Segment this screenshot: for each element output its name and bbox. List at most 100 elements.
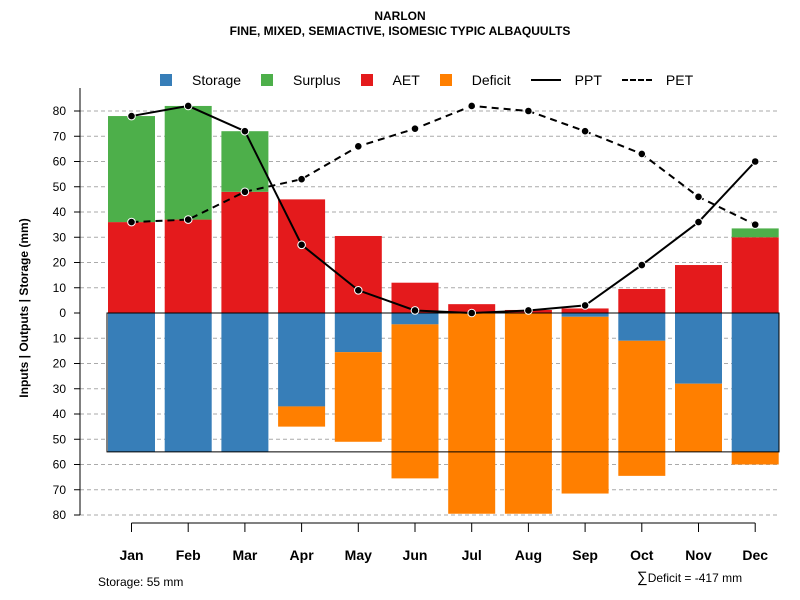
storage-bar — [561, 313, 609, 317]
pet-point — [240, 187, 250, 197]
ppt-point — [750, 157, 760, 166]
ppt-point — [354, 285, 363, 295]
pet-line — [131, 104, 756, 226]
ppt-point — [127, 111, 136, 121]
deficit-text: Deficit = -417 mm — [647, 571, 743, 585]
x-tick-label: Dec — [742, 547, 768, 563]
y-tick-label: 10 — [53, 281, 67, 295]
storage-note: Storage: 55 mm — [98, 575, 184, 589]
legend-swatch — [439, 74, 452, 86]
aet-bar — [334, 235, 382, 313]
aet-bar — [221, 191, 269, 313]
deficit-bar — [334, 352, 382, 442]
surplus-bar — [731, 228, 779, 238]
x-tick-label: Oct — [630, 547, 654, 563]
pet-point — [467, 101, 477, 111]
storage-bar — [278, 313, 326, 407]
pet-point — [297, 174, 306, 184]
x-tick-label: May — [345, 547, 372, 563]
storage-bar — [391, 313, 439, 325]
y-tick-label: 20 — [53, 357, 67, 371]
x-tick-label: Aug — [515, 547, 542, 563]
legend-swatch — [621, 79, 652, 81]
aet-bar — [108, 222, 155, 313]
legend-label: Surplus — [293, 72, 341, 88]
legend-item-deficit: Deficit — [439, 72, 511, 88]
pet-point — [410, 124, 420, 133]
storage-bar — [164, 313, 212, 452]
x-tick-label: Jun — [403, 547, 428, 563]
aet-bar — [675, 265, 722, 313]
ppt-point — [580, 301, 590, 310]
deficit-bar — [561, 316, 609, 494]
ppt-point — [637, 260, 647, 270]
legend-label: Deficit — [471, 72, 511, 88]
x-tick-label: Jan — [119, 547, 143, 563]
legend-label: AET — [392, 72, 420, 88]
aet-bar — [731, 237, 779, 313]
ppt-point — [240, 126, 250, 136]
legend-swatch — [530, 79, 561, 81]
legend-swatch — [160, 74, 172, 86]
sum-symbol: ∑ — [637, 569, 648, 586]
y-tick-label: 20 — [53, 256, 67, 270]
pet-point — [524, 106, 533, 116]
deficit-bar — [618, 340, 666, 476]
x-tick-label: Feb — [176, 547, 201, 563]
aet-bar — [164, 219, 212, 313]
pet-point — [694, 192, 703, 202]
pet-point — [354, 142, 363, 151]
legend-item-ppt: PPT — [530, 72, 602, 88]
deficit-note: ∑Deficit = -417 mm — [637, 569, 742, 586]
y-tick-label: 60 — [53, 458, 67, 472]
y-axis-label: Inputs | Outputs | Storage (mm) — [17, 218, 31, 397]
deficit-bar — [448, 313, 496, 514]
pet-point — [750, 220, 760, 229]
x-tick-label: Nov — [685, 547, 712, 563]
legend: Storage Surplus AET Deficit PPT PET — [160, 70, 713, 90]
deficit-bar — [675, 383, 722, 452]
pet-point — [637, 149, 647, 159]
storage-bar — [334, 313, 382, 353]
y-tick-label: 60 — [53, 155, 67, 169]
ppt-point — [524, 306, 533, 315]
deficit-bar — [391, 324, 439, 479]
chart-title: NARLON FINE, MIXED, SEMIACTIVE, ISOMESIC… — [0, 9, 800, 39]
y-tick-label: 40 — [53, 205, 67, 219]
ppt-point — [694, 217, 703, 227]
x-tick-label: Sep — [572, 547, 598, 563]
y-tick-label: 0 — [59, 306, 66, 320]
y-tick-label: 30 — [53, 382, 67, 396]
storage-box-layer — [106, 312, 780, 453]
surplus-bar — [221, 131, 269, 192]
storage-bar — [675, 313, 722, 384]
y-tick-label: 40 — [53, 407, 67, 421]
legend-swatch — [261, 74, 274, 86]
y-tick-label: 80 — [53, 508, 67, 522]
surplus-bar — [108, 116, 155, 223]
y-tick-label: 70 — [53, 129, 67, 143]
chart-title-line2: FINE, MIXED, SEMIACTIVE, ISOMESIC TYPIC … — [229, 24, 571, 38]
ppt-point — [297, 240, 306, 250]
legend-swatch — [360, 74, 373, 86]
storage-bar — [618, 313, 666, 341]
deficit-bar — [504, 313, 552, 514]
legend-label: PET — [665, 72, 694, 88]
bars-layer — [108, 105, 779, 514]
chart-title-line1: NARLON — [374, 9, 426, 23]
y-tick-label: 30 — [53, 230, 67, 244]
x-tick-label: Jul — [462, 547, 482, 563]
legend-item-storage: Storage — [160, 72, 241, 88]
aet-bar — [278, 199, 326, 313]
aet-bar — [618, 289, 666, 313]
pet-point — [580, 126, 590, 136]
storage-bar — [221, 313, 269, 452]
legend-item-aet: AET — [360, 72, 420, 88]
legend-item-surplus: Surplus — [261, 72, 341, 88]
ppt-point — [410, 306, 420, 315]
aet-bar — [448, 304, 496, 313]
pet-point — [183, 215, 193, 224]
storage-bar — [731, 313, 779, 452]
pet-point — [127, 217, 136, 227]
